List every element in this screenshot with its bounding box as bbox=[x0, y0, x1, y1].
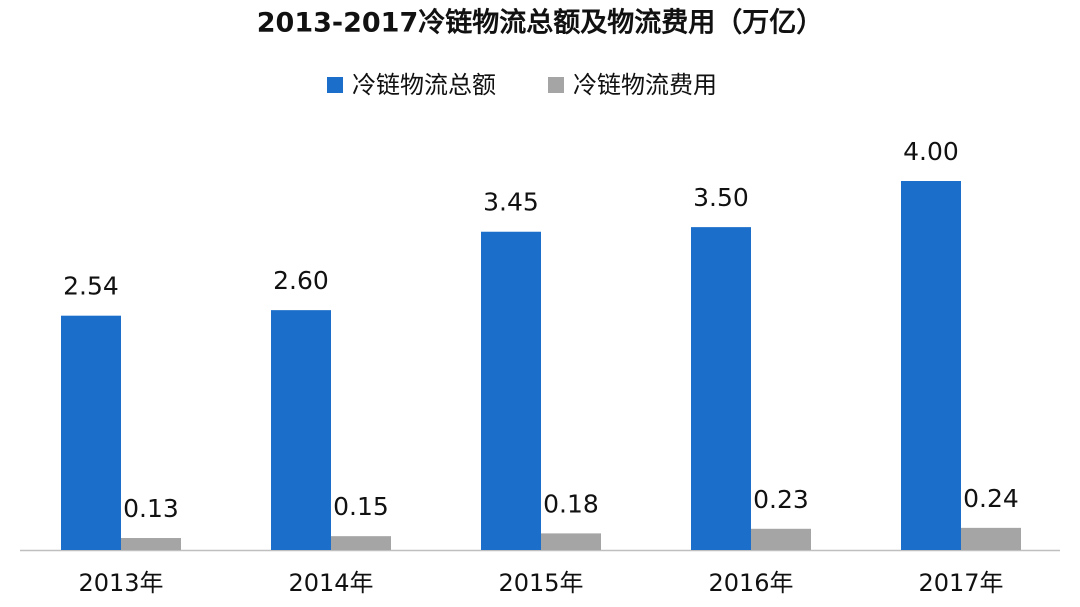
x-tick-label: 2015年 bbox=[498, 569, 583, 597]
x-tick-label: 2014年 bbox=[288, 569, 373, 597]
bar bbox=[691, 227, 751, 550]
value-label: 0.15 bbox=[333, 492, 389, 521]
legend-label: 冷链物流费用 bbox=[573, 71, 717, 99]
bar bbox=[331, 536, 391, 550]
value-label: 3.50 bbox=[693, 183, 749, 212]
bar bbox=[751, 528, 811, 550]
value-label: 4.00 bbox=[903, 137, 959, 166]
value-label: 3.45 bbox=[483, 188, 539, 217]
legend-label: 冷链物流总额 bbox=[352, 71, 496, 99]
bar bbox=[271, 310, 331, 550]
bar bbox=[61, 315, 121, 550]
value-label: 0.24 bbox=[963, 484, 1019, 513]
value-label: 2.60 bbox=[273, 266, 329, 295]
value-label: 0.23 bbox=[753, 485, 809, 514]
value-label: 0.18 bbox=[543, 489, 599, 518]
legend-swatch bbox=[548, 77, 564, 93]
x-tick-label: 2017年 bbox=[918, 569, 1003, 597]
value-label: 0.13 bbox=[123, 494, 179, 523]
legend-swatch bbox=[327, 77, 343, 93]
bar bbox=[961, 527, 1021, 550]
bar bbox=[121, 538, 181, 550]
chart-title: 2013-2017冷链物流总额及物流费用（万亿） bbox=[257, 7, 824, 39]
bar bbox=[481, 231, 541, 551]
x-tick-label: 2013年 bbox=[78, 569, 163, 597]
bar bbox=[541, 533, 601, 550]
value-label: 2.54 bbox=[63, 272, 119, 301]
x-tick-label: 2016年 bbox=[708, 569, 793, 597]
bar bbox=[901, 181, 961, 550]
